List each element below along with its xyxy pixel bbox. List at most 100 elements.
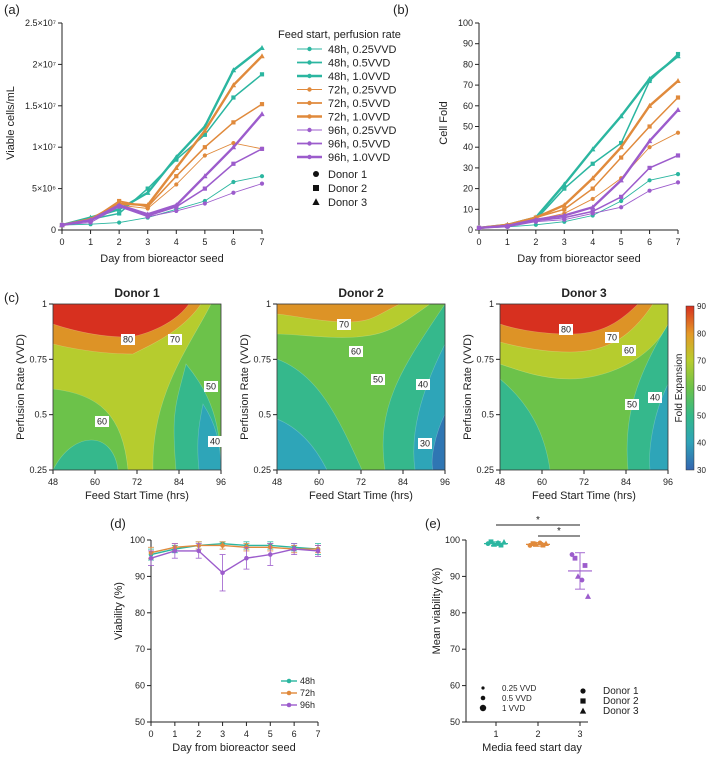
chart-b-point: [647, 124, 652, 129]
chart-b-point: [647, 165, 652, 170]
chart-b-point: [675, 180, 681, 185]
chart-a-point: [145, 186, 150, 191]
chart-b-series-line: [478, 173, 679, 229]
colorbar-tick-label: 40: [697, 439, 706, 448]
chart-b-ytick-label: 90: [463, 39, 473, 49]
chart-b-point: [590, 209, 595, 214]
chart-e-point: [530, 541, 536, 547]
chart-d-legend-label: 72h: [300, 688, 315, 698]
chart-b-ytick-label: 40: [463, 142, 473, 152]
heatmap-donor3-label-bg: [648, 392, 662, 403]
heatmap-donor3-ytick-label: 0.25: [476, 465, 494, 475]
chart-b-point: [590, 186, 595, 191]
heatmap-donor2-xtick-label: 96: [440, 477, 450, 487]
chart-a-ytick-label: 1×10⁷: [32, 142, 56, 152]
chart-d-legend-marker: [286, 678, 292, 684]
chart-e-point: [582, 563, 588, 568]
chart-e-donor-legend-label: Donor 2: [603, 696, 639, 707]
chart-d-xtick-label: 7: [315, 729, 320, 739]
chart-a-point: [231, 95, 236, 100]
heatmap-donor3-xtick-label: 60: [537, 477, 547, 487]
heatmap-donor1-xlabel: Feed Start Time (hrs): [85, 490, 189, 502]
chart-b-point: [533, 222, 538, 227]
legend-a-donor-marker: [313, 171, 319, 177]
heatmap-donor3-label-bg: [605, 332, 619, 343]
chart-b-point: [619, 140, 624, 146]
chart-a-point: [174, 157, 179, 162]
chart-b-point: [647, 188, 652, 193]
chart-a-point: [202, 145, 207, 150]
chart-a-point: [259, 111, 265, 117]
heatmap-donor1-label-bg: [208, 436, 222, 447]
chart-b-ytick-label: 60: [463, 101, 473, 111]
heatmap-donor1-ytick-label: 1: [42, 299, 47, 309]
legend-a-marker: [307, 154, 312, 160]
colorbar-label: Fold Expansion: [674, 354, 685, 423]
colorbar-tick-label: 60: [697, 384, 706, 393]
chart-d-series-line: [150, 548, 319, 574]
chart-a-viable-cells: Viable cells/mL Day from bioreactor seed…: [5, 18, 265, 265]
chart-b-xtick-label: 5: [619, 237, 624, 247]
chart-d-ytick-label: 100: [130, 535, 145, 545]
chart-e-point: [575, 573, 581, 579]
heatmap-donor2-label-bg: [371, 374, 385, 385]
chart-a-point: [174, 174, 179, 179]
chart-d-xtick-label: 4: [244, 729, 249, 739]
chart-b-point: [675, 53, 681, 59]
chart-b-xtick-label: 1: [505, 237, 510, 247]
chart-b-point: [675, 172, 681, 177]
chart-a-series-line: [61, 183, 263, 226]
heatmap-donor1-xtick-label: 84: [174, 477, 184, 487]
chart-d-legend-label: 48h: [300, 676, 315, 686]
chart-a-point: [174, 182, 179, 187]
chart-a-point: [231, 140, 236, 146]
heatmap-donor3-contour-label: 60: [624, 346, 634, 356]
chart-b-xtick-label: 7: [675, 237, 680, 247]
legend-a-entry: 96h, 0.25VVD: [328, 125, 397, 137]
chart-d-ytick-label: 50: [135, 717, 145, 727]
chart-a-point: [173, 165, 179, 170]
heatmap-donor2-contour-label: 50: [373, 375, 383, 385]
heatmap-donor2-xtick-label: 72: [356, 477, 366, 487]
chart-e-size-legend-label: 1 VVD: [502, 704, 525, 713]
chart-e-ytick-label: 70: [450, 644, 460, 654]
chart-a-point: [202, 186, 207, 191]
chart-b-xtick-label: 2: [533, 237, 538, 247]
chart-a-point: [87, 217, 94, 223]
chart-a-point: [230, 67, 237, 73]
chart-e-xtick-label: 3: [577, 729, 582, 739]
chart-d-xtick-label: 5: [268, 729, 273, 739]
chart-a-xtick-label: 7: [259, 237, 264, 247]
heatmap-donor1-label-bg: [121, 334, 135, 345]
chart-d-xlabel: Day from bioreactor seed: [172, 742, 296, 754]
chart-a-xtick-label: 4: [174, 237, 179, 247]
chart-a-point: [202, 153, 207, 158]
chart-a-xtick-label: 0: [59, 237, 64, 247]
chart-d-point: [220, 570, 225, 576]
legend-a-marker: [307, 114, 312, 119]
chart-a-point: [145, 202, 151, 208]
chart-a-point: [231, 190, 236, 195]
chart-e-xtick-label: 1: [493, 729, 498, 739]
chart-d-ylabel: Viability (%): [113, 582, 125, 640]
chart-a-point: [145, 211, 151, 217]
chart-d-legend-label: 96h: [300, 700, 315, 710]
chart-a-point: [174, 208, 179, 214]
panel-label-e: (e): [425, 516, 441, 531]
chart-e-donor-legend-marker: [580, 688, 586, 694]
colorbar-tick-label: 30: [697, 466, 706, 475]
chart-a-point: [259, 53, 265, 59]
heatmap-donor1-xtick-label: 72: [132, 477, 142, 487]
chart-a-point: [231, 161, 236, 166]
legend-a-entry: 96h, 0.5VVD: [328, 139, 390, 151]
chart-a-point: [259, 102, 265, 107]
chart-e-ytick-label: 90: [450, 571, 460, 581]
chart-b-point: [619, 155, 624, 160]
heatmap-donor1-xtick-label: 60: [90, 477, 100, 487]
chart-e-size-legend-marker: [481, 686, 485, 690]
chart-a-point: [173, 154, 179, 160]
chart-a-point: [145, 189, 151, 195]
chart-b-point: [646, 75, 653, 81]
chart-a-xtick-label: 3: [145, 237, 150, 247]
chart-e-donor-legend-label: Donor 3: [603, 706, 639, 717]
